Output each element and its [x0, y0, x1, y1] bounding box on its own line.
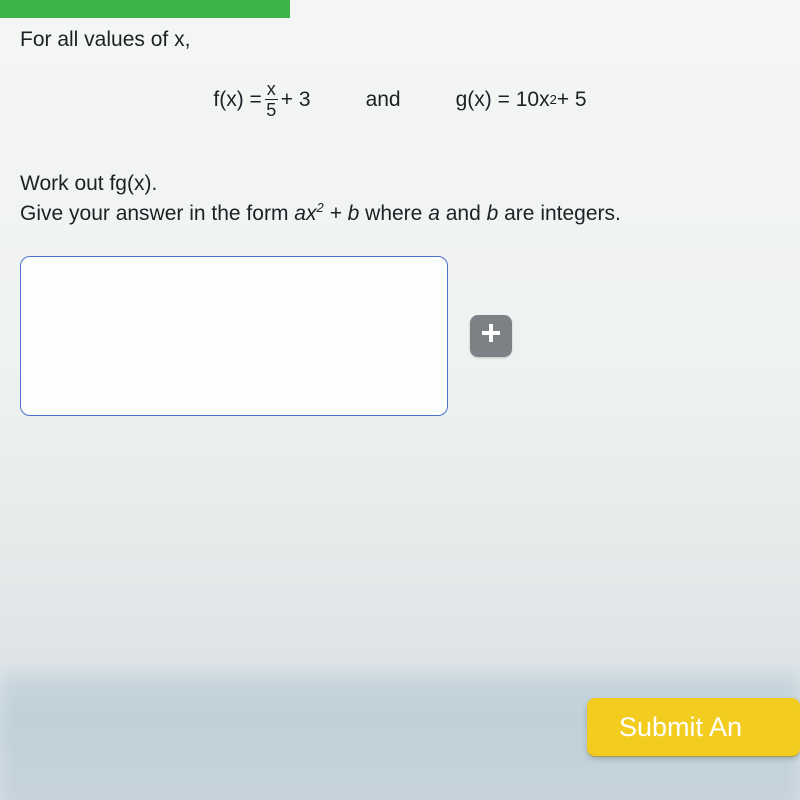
footer-bar: Submit An	[0, 665, 800, 800]
instr2-ax: ax	[294, 202, 316, 225]
equation-g: g(x) = 10x2 + 5	[456, 88, 587, 112]
instruction-line-1-text: Work out fg(x).	[20, 172, 157, 195]
instr2-ax2b: ax2 + b	[294, 202, 359, 225]
instruction-line-1: Work out fg(x).	[20, 169, 780, 199]
submit-answer-button[interactable]: Submit An	[587, 698, 800, 756]
fraction-denominator: 5	[266, 100, 276, 119]
instr2-b: b	[487, 202, 499, 225]
instr2-plusb: + b	[324, 202, 360, 225]
intro-text: For all values of x,	[20, 28, 780, 52]
g-prefix: g(x) = 10x	[456, 88, 550, 112]
instr2-integers: are integers.	[498, 202, 621, 225]
equation-f: f(x) = x 5 + 3	[213, 80, 310, 119]
instr2-a: Give your answer in the form	[20, 202, 294, 225]
plus-icon	[479, 321, 503, 350]
and-text: and	[366, 88, 401, 112]
add-button[interactable]	[470, 315, 512, 357]
top-green-banner	[0, 0, 290, 18]
instr2-where: where	[359, 202, 428, 225]
answer-input[interactable]	[20, 256, 448, 416]
instr2-a: a	[428, 202, 440, 225]
equation-and: and	[366, 88, 401, 112]
fraction-numerator: x	[265, 80, 278, 100]
g-suffix: + 5	[557, 88, 587, 112]
answer-area	[20, 256, 780, 416]
instruction-line-2: Give your answer in the form ax2 + b whe…	[20, 199, 780, 229]
f-label: f(x) =	[213, 88, 261, 112]
f-plus-3: + 3	[281, 88, 311, 112]
question-content: For all values of x, f(x) = x 5 + 3 and …	[0, 0, 800, 416]
equations-row: f(x) = x 5 + 3 and g(x) = 10x2 + 5	[20, 80, 780, 119]
instr2-exp: 2	[316, 200, 323, 215]
instr2-and: and	[440, 202, 487, 225]
intro-text-span: For all values of x,	[20, 28, 190, 51]
instructions: Work out fg(x). Give your answer in the …	[20, 169, 780, 230]
submit-label: Submit An	[619, 712, 742, 743]
fraction-x-over-5: x 5	[265, 80, 278, 119]
